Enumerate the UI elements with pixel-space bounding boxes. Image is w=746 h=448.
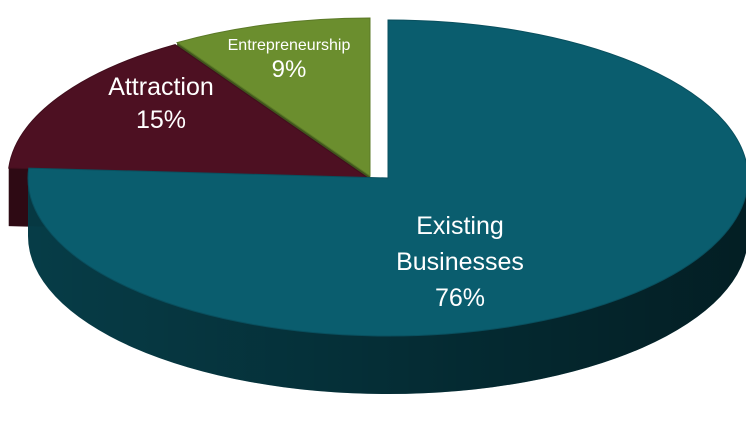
slice-2-top (175, 17, 371, 177)
slice-0-wall-shade (28, 178, 746, 394)
slice-1-percent-label: 15% (136, 106, 186, 134)
slice-0-label-line-1: Businesses (396, 248, 524, 276)
slice-tops (8, 17, 746, 337)
slice-0-percent-label: 76% (435, 284, 485, 312)
slice-2-percent-label: 9% (272, 56, 307, 83)
slice-1-label-line-0: Attraction (108, 73, 214, 101)
slice-1-top (8, 44, 370, 179)
slice-2-label-line-0: Entrepreneurship (228, 37, 351, 54)
slice-labels: Attraction 15% Entrepreneurship 9% Existing B… (108, 37, 524, 312)
slice-0-top (27, 19, 746, 337)
slice-0-label-line-0: Existing (416, 212, 504, 240)
